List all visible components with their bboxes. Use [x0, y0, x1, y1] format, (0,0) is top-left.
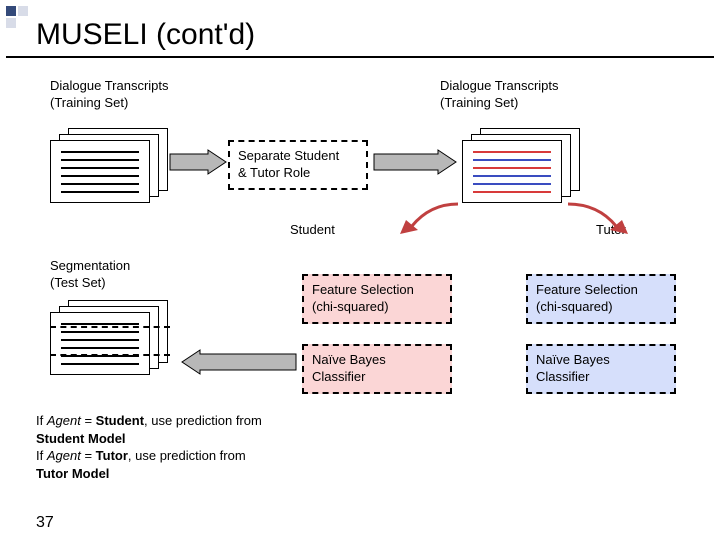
page-number: 37 [36, 514, 54, 532]
box-nb-tutor: Naïve Bayes Classifier [526, 344, 676, 394]
label-segmentation: Segmentation (Test Set) [50, 258, 130, 292]
box-fs-student: Feature Selection (chi-squared) [302, 274, 452, 324]
label-train-right: Dialogue Transcripts (Training Set) [440, 78, 559, 112]
doc-stack-test [50, 300, 170, 376]
slide-title: MUSELI (cont'd) [36, 18, 255, 52]
arrow-sep-to-docs [374, 150, 458, 174]
arrow-nb-to-test [180, 350, 298, 374]
box-fs-tutor: Feature Selection (chi-squared) [526, 274, 676, 324]
arrow-docs-to-sep [170, 150, 228, 174]
curve-to-tutor [564, 200, 628, 236]
label-train-left: Dialogue Transcripts (Training Set) [50, 78, 169, 112]
box-nb-student: Naïve Bayes Classifier [302, 344, 452, 394]
doc-stack-train-left [50, 128, 170, 204]
prediction-rule-note: If Agent = Student, use prediction from … [36, 412, 356, 482]
doc-stack-train-right [462, 128, 582, 204]
box-separate-roles: Separate Student & Tutor Role [228, 140, 368, 190]
title-underline [6, 56, 714, 58]
curve-to-student [400, 200, 460, 236]
label-student: Student [290, 222, 335, 239]
corner-squares [6, 6, 28, 28]
